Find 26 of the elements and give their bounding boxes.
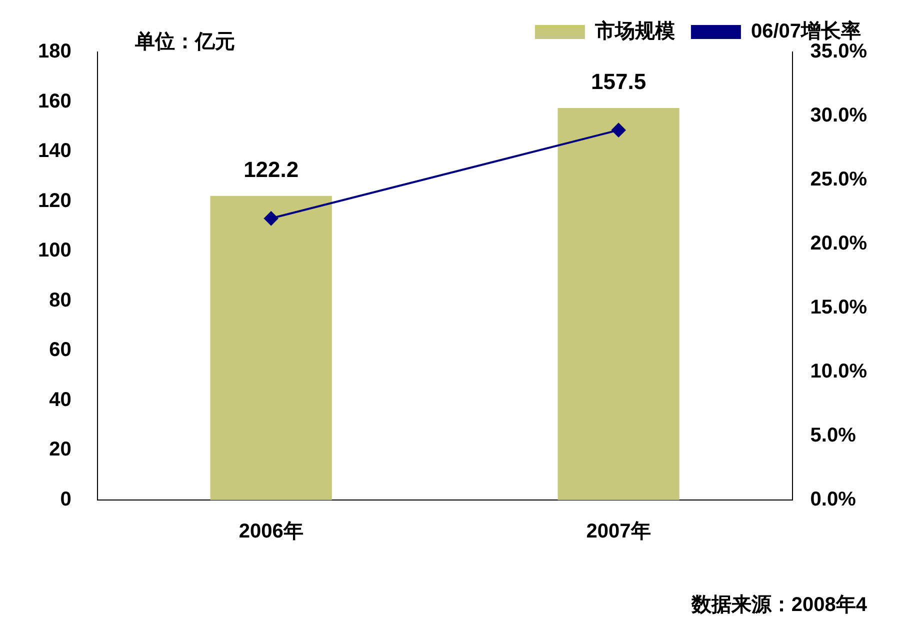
y2-tick-label: 10.0%: [810, 360, 868, 383]
y-tick-label: 60: [49, 339, 72, 362]
x-tick-label: 2006年: [238, 520, 304, 543]
legend-label: 06/07增长率: [750, 20, 862, 43]
annotation: 单位：亿元: [135, 30, 235, 55]
y2-tick-label: 5.0%: [810, 424, 856, 447]
data-label: 157.5: [591, 69, 646, 94]
data-label: 122.2: [244, 156, 299, 182]
y-tick-label: 120: [38, 190, 72, 212]
y-tick-label: 0: [60, 488, 72, 511]
x-tick-label: 2007年: [586, 520, 651, 543]
y-tick-label: 80: [49, 289, 72, 312]
source-note: 数据来源：2008年4: [691, 593, 867, 618]
legend-label: 市场规模: [594, 20, 675, 43]
y2-tick-label: 0.0%: [810, 488, 856, 511]
y-tick-label: 20: [49, 438, 72, 461]
y2-tick-label: 25.0%: [810, 168, 868, 191]
y-tick-label: 40: [49, 388, 72, 411]
y2-tick-label: 35.0%: [810, 40, 868, 63]
y-tick-label: 160: [38, 90, 72, 112]
y-tick-label: 140: [38, 140, 72, 162]
y2-tick-label: 20.0%: [810, 232, 868, 255]
y-tick-label: 180: [38, 40, 72, 63]
y2-tick-label: 15.0%: [810, 296, 868, 319]
y2-tick-label: 30.0%: [810, 104, 868, 127]
y-tick-label: 100: [38, 240, 72, 262]
